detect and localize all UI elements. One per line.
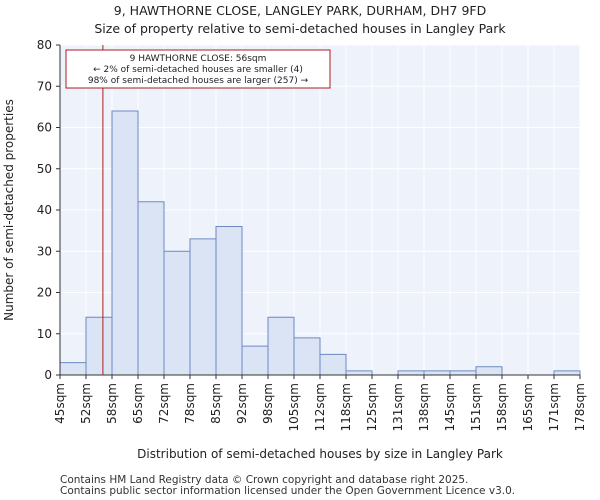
bar-85sqm xyxy=(215,226,243,376)
x-tick-label: 171sqm xyxy=(547,383,561,431)
x-tick-label: 131sqm xyxy=(391,383,405,431)
bar-92sqm xyxy=(241,345,269,376)
bar-98sqm xyxy=(267,316,295,376)
x-tick-labels: 45sqm 52sqm 58sqm 65sqm 72sqm 78sqm 85sqm 92sqm… xyxy=(53,375,587,431)
annotation-box: 9 HAWTHORNE CLOSE: 56sqm ← 2% of semi-de… xyxy=(65,49,331,89)
bar-171sqm xyxy=(553,370,581,376)
bar-118sqm xyxy=(345,370,373,376)
x-tick-label: 98sqm xyxy=(261,383,275,424)
annotation-line-2: ← 2% of semi-detached houses are smaller… xyxy=(93,65,303,75)
annotation-frame xyxy=(65,49,331,89)
x-tick-label: 151sqm xyxy=(469,383,483,431)
y-tick-label: 20 xyxy=(37,286,52,300)
bar-138sqm xyxy=(423,370,451,376)
x-tick-label: 112sqm xyxy=(313,383,327,431)
bar-78sqm xyxy=(189,238,217,376)
x-tick-label: 158sqm xyxy=(495,383,509,431)
bar-131sqm xyxy=(397,370,425,376)
bar-145sqm xyxy=(449,370,477,376)
bar-45sqm xyxy=(59,362,87,376)
x-tick-label: 58sqm xyxy=(105,383,119,424)
chart-title-address: 9, HAWTHORNE CLOSE, LANGLEY PARK, DURHAM… xyxy=(113,3,487,18)
x-tick-label: 45sqm xyxy=(53,383,67,424)
x-tick-label: 52sqm xyxy=(79,383,93,424)
chart-title: Size of property relative to semi-detach… xyxy=(94,21,506,36)
x-tick-label: 85sqm xyxy=(209,383,223,424)
bar-58sqm xyxy=(111,110,139,376)
x-tick-label: 138sqm xyxy=(417,383,431,431)
x-tick-label: 125sqm xyxy=(365,383,379,431)
y-tick-label: 0 xyxy=(44,368,52,382)
x-tick-label: 78sqm xyxy=(183,383,197,424)
annotation-line-3: 98% of semi-detached houses are larger (… xyxy=(88,76,309,86)
bar-65sqm xyxy=(137,201,165,376)
x-tick-label: 92sqm xyxy=(235,383,249,424)
bar-72sqm xyxy=(163,250,191,376)
bars xyxy=(59,110,581,376)
bar-112sqm xyxy=(319,353,347,376)
footer-licence: Contains public sector information licen… xyxy=(60,485,516,497)
bar-105sqm xyxy=(293,337,321,376)
y-tick-label: 80 xyxy=(37,38,52,52)
bar-151sqm xyxy=(475,366,503,376)
y-tick-label: 60 xyxy=(37,121,52,135)
annotation-line-1: 9 HAWTHORNE CLOSE: 56sqm xyxy=(130,54,267,64)
x-tick-label: 178sqm xyxy=(573,383,587,431)
x-tick-label: 72sqm xyxy=(157,383,171,424)
bar-52sqm xyxy=(85,316,113,376)
y-tick-label: 40 xyxy=(37,203,52,217)
y-tick-label: 50 xyxy=(37,162,52,176)
x-tick-label: 165sqm xyxy=(521,383,535,431)
y-axis-label: Number of semi-detached properties xyxy=(2,99,16,321)
x-tick-label: 145sqm xyxy=(443,383,457,431)
y-tick-label: 70 xyxy=(37,79,52,93)
x-tick-label: 105sqm xyxy=(287,383,301,431)
x-tick-label: 118sqm xyxy=(339,383,353,431)
x-tick-label: 65sqm xyxy=(131,383,145,424)
y-tick-label: 30 xyxy=(37,244,52,258)
y-tick-labels: 0 10 20 30 40 50 60 70 80 xyxy=(37,38,60,382)
footer-copyright: Contains HM Land Registry data © Crown c… xyxy=(60,474,469,486)
x-axis-label: Distribution of semi-detached houses by … xyxy=(137,447,503,461)
y-tick-label: 10 xyxy=(37,327,52,341)
